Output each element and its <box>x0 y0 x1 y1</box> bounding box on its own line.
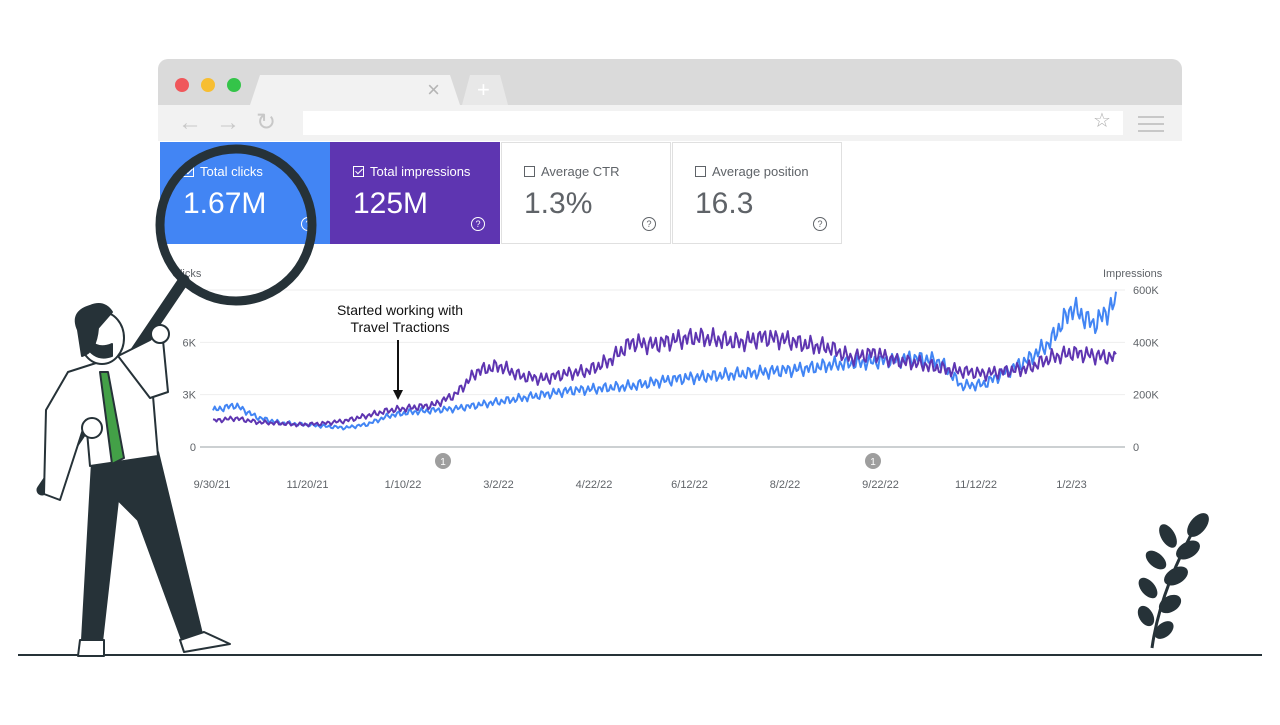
metric-label: Average position <box>712 164 809 179</box>
x-tick-label: 6/12/22 <box>671 479 708 491</box>
right-tick-label: 600K <box>1133 285 1159 297</box>
annotation-line: Started working with <box>336 302 464 318</box>
x-tick-label: 8/2/22 <box>770 479 801 491</box>
checkbox-icon[interactable] <box>353 166 364 177</box>
new-tab-button[interactable]: + <box>462 75 508 105</box>
bookmark-star-icon[interactable]: ☆ <box>1093 110 1111 132</box>
x-tick-label: 4/22/22 <box>576 479 613 491</box>
x-tick-label: 1/2/23 <box>1056 479 1087 491</box>
right-axis-label: Impressions <box>1103 268 1163 280</box>
right-tick-label: 0 <box>1133 442 1139 454</box>
browser-toolbar: ← → ↻ ☆ <box>158 105 1182 141</box>
help-icon[interactable]: ? <box>642 217 656 231</box>
search-console-performance: Total clicks 1.67M ? Total impressions 1… <box>158 141 1182 517</box>
left-axis-label: Clicks <box>172 268 202 280</box>
reload-icon[interactable]: ↻ <box>256 109 277 136</box>
x-tick-label: 9/30/21 <box>194 479 231 491</box>
annotation-text: Started working with Travel Tractions <box>320 302 480 336</box>
metric-value: 1.3% <box>524 187 593 220</box>
x-tick-label: 3/2/22 <box>483 479 514 491</box>
forward-arrow-icon[interactable]: → <box>216 109 240 136</box>
metric-card-total-impressions[interactable]: Total impressions 125M ? <box>330 142 500 244</box>
metric-card-average-position[interactable]: Average position 16.3 ? <box>672 142 842 244</box>
metric-label: Total impressions <box>370 164 471 179</box>
tab-bar: × + <box>158 59 1182 105</box>
help-icon[interactable]: ? <box>813 217 827 231</box>
x-tick-label: 1/10/22 <box>385 479 422 491</box>
minimize-window-button[interactable] <box>201 78 215 92</box>
metric-value: 16.3 <box>695 187 754 220</box>
checkbox-icon[interactable] <box>695 166 706 177</box>
metric-label: Average CTR <box>541 164 620 179</box>
right-tick-label: 200K <box>1133 390 1159 402</box>
metric-card-average-ctr[interactable]: Average CTR 1.3% ? <box>501 142 671 244</box>
plus-icon: + <box>477 77 490 102</box>
x-tick-label: 9/22/22 <box>862 479 899 491</box>
annotation-marker[interactable] <box>435 453 451 469</box>
checkbox-icon[interactable] <box>524 166 535 177</box>
tab-close-icon[interactable]: × <box>427 77 440 102</box>
left-tick-label: 3K <box>183 390 197 402</box>
left-tick-label: 6K <box>183 337 197 349</box>
browser-window: × + ← → ↻ ☆ Total clicks 1.67M ? Total i… <box>158 59 1182 517</box>
marker-label: 1 <box>870 457 876 468</box>
back-arrow-icon[interactable]: ← <box>178 109 202 136</box>
x-tick-label: 11/12/22 <box>955 479 997 491</box>
left-tick-label: 0 <box>190 442 196 454</box>
close-window-button[interactable] <box>175 78 189 92</box>
help-icon[interactable]: ? <box>471 217 485 231</box>
x-tick-label: 11/20/21 <box>286 479 328 491</box>
series-line-clicks <box>212 291 1117 431</box>
annotation-line: Travel Tractions <box>350 319 450 335</box>
metric-value: 125M <box>353 187 429 220</box>
maximize-window-button[interactable] <box>227 78 241 92</box>
menu-icon[interactable] <box>1138 116 1164 132</box>
annotation-arrow <box>393 340 403 400</box>
browser-tab[interactable]: × <box>250 75 460 105</box>
series-line-impressions <box>212 327 1117 428</box>
address-bar[interactable] <box>303 111 1123 135</box>
annotation-marker[interactable] <box>865 453 881 469</box>
marker-label: 1 <box>440 457 446 468</box>
right-tick-label: 400K <box>1133 337 1159 349</box>
